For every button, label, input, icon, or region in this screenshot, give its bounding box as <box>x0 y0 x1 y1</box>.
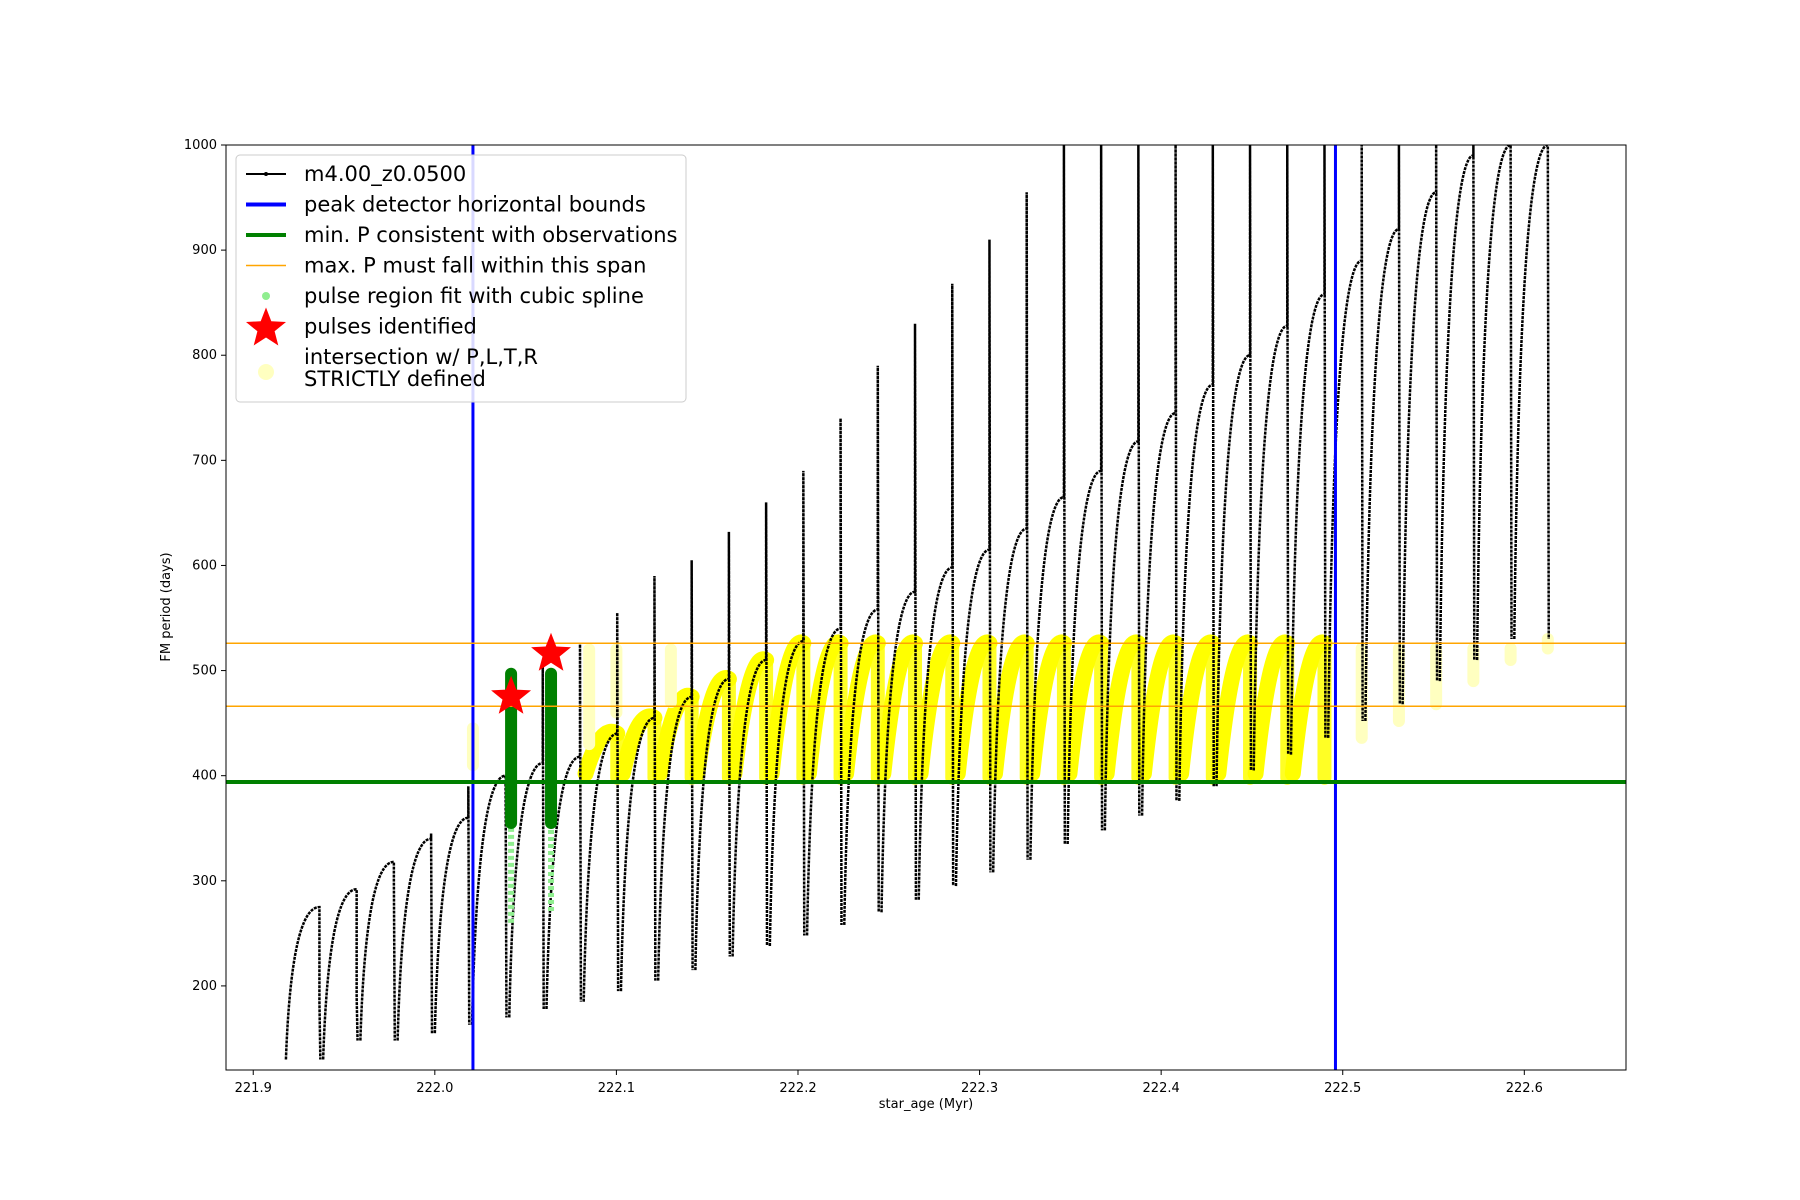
y-tick-label: 500 <box>192 664 217 679</box>
pulse-curve <box>1513 145 1550 640</box>
pulse-curve <box>1103 145 1141 831</box>
pulse-curve <box>1475 145 1513 661</box>
legend-label: min. P consistent with observations <box>304 223 677 247</box>
pulse-curve <box>731 502 769 957</box>
pulse-curve <box>1178 145 1215 801</box>
x-tick-label: 222.5 <box>1324 1081 1361 1096</box>
pulse-curve <box>433 786 471 1034</box>
legend-label: peak detector horizontal bounds <box>304 193 646 217</box>
pulse-curve <box>321 887 359 1060</box>
y-tick-label: 800 <box>192 348 217 363</box>
pulse-curve <box>396 833 434 1041</box>
y-axis-label: FM period (days) <box>159 552 174 661</box>
pulse-curve <box>694 531 732 971</box>
pulse-curve <box>1438 145 1476 682</box>
plot-frame <box>225 144 1627 1071</box>
pulse-curve <box>1140 145 1178 816</box>
y-tick-label: 700 <box>192 453 217 468</box>
pulse-curve <box>470 774 508 1025</box>
pulse-curve <box>582 612 620 1002</box>
pulse-curve <box>1364 145 1402 722</box>
legend-label: pulse region fit with cubic spline <box>304 284 644 308</box>
x-tick-label: 222.6 <box>1506 1081 1543 1096</box>
legend-label: max. P must fall within this span <box>304 254 646 278</box>
pulse-curve <box>619 575 657 992</box>
legend-label: STRICTLY defined <box>304 367 486 391</box>
legend-handle-dot <box>258 364 274 380</box>
x-tick-label: 222.3 <box>961 1081 998 1096</box>
y-tick-label: 200 <box>192 979 217 994</box>
pulse-curve <box>508 665 545 1018</box>
pulse-curve <box>284 905 322 1060</box>
pulse-curve <box>1215 145 1253 787</box>
y-tick-label: 400 <box>192 769 217 784</box>
legend-handle-star <box>246 307 286 346</box>
pulse-curve <box>359 860 397 1041</box>
pulse-curve <box>991 192 1029 873</box>
pulse-curve <box>1401 145 1439 705</box>
y-tick-label: 300 <box>192 874 217 889</box>
pulse-star <box>491 675 532 714</box>
pulse-curve <box>1066 145 1104 845</box>
x-axis-label: star_age (Myr) <box>879 1097 973 1112</box>
pulse-curve <box>805 418 843 936</box>
y-tick-label: 600 <box>192 558 217 573</box>
x-tick-label: 222.1 <box>598 1081 635 1096</box>
series-layer <box>226 145 1626 1070</box>
pulse-curve <box>545 644 583 1010</box>
legend-handle-dot <box>262 292 270 300</box>
pulse-curve <box>843 365 880 925</box>
pulse-curve <box>880 323 918 913</box>
x-tick-label: 221.9 <box>235 1081 272 1096</box>
pulse-curve <box>1252 145 1290 771</box>
pulse-curve <box>656 560 694 981</box>
y-tick-label: 1000 <box>184 138 217 153</box>
y-tick-label: 900 <box>192 243 217 258</box>
pulse-star <box>531 632 571 671</box>
pulse-curve <box>1326 145 1364 738</box>
legend-handle-marker <box>264 172 268 176</box>
pulse-curve <box>1289 145 1327 755</box>
legend-label: intersection w/ P,L,T,R <box>304 345 538 369</box>
pulse-curve <box>1029 145 1067 860</box>
axis-layer: 221.9 222.0 222.1 222.2 222.3 222.4 222.5 222.6… <box>184 138 1543 1096</box>
legend-label: m4.00_z0.0500 <box>304 162 466 187</box>
x-tick-label: 222.2 <box>779 1081 816 1096</box>
pulse-curve <box>917 283 955 900</box>
x-tick-label: 222.0 <box>416 1081 453 1096</box>
legend-box <box>235 154 687 403</box>
x-tick-label: 222.4 <box>1143 1081 1180 1096</box>
pulse-curve <box>954 239 992 887</box>
legend-label: pulses identified <box>304 315 477 339</box>
pulse-curve <box>768 470 806 946</box>
